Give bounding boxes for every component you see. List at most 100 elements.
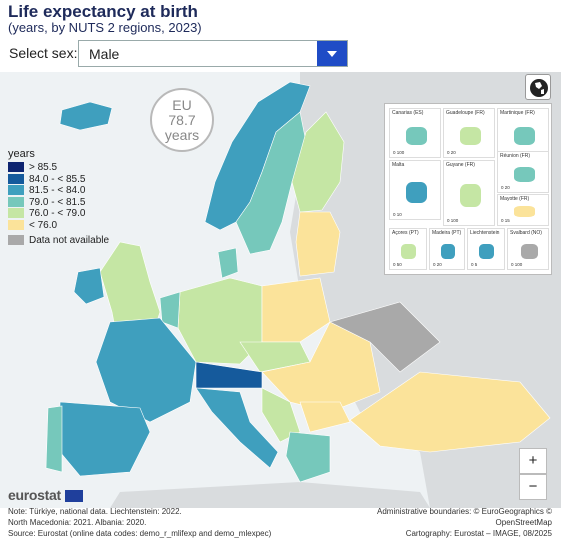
credit-line-2: Cartography: Eurostat – IMAGE, 08/2025 bbox=[405, 529, 552, 538]
map-subtitle: (years, by NUTS 2 regions, 2023) bbox=[8, 20, 202, 35]
inset-label: Madeira (PT) bbox=[432, 230, 462, 236]
inset-shape bbox=[406, 127, 427, 145]
legend-swatch bbox=[8, 173, 24, 184]
inset-label: Malta bbox=[392, 162, 405, 168]
inset-map: Canarias (ES) 0 100 bbox=[389, 108, 441, 158]
footer-notes: Note: Türkiye, national data. Liechtenst… bbox=[8, 506, 271, 539]
region-baltics[interactable] bbox=[295, 211, 341, 277]
region-italy[interactable] bbox=[195, 387, 279, 469]
zoom-in-button[interactable]: + bbox=[519, 448, 547, 474]
inset-shape bbox=[479, 244, 494, 259]
region-hungary-romania[interactable] bbox=[261, 321, 381, 413]
eu-value: 78.7 bbox=[168, 112, 196, 128]
inset-map: Mayotte (FR) 0 15 bbox=[497, 194, 549, 226]
inset-label: Guadeloupe (FR) bbox=[446, 110, 485, 116]
inset-map: Svalbard (NO) 0 100 bbox=[507, 228, 549, 270]
eu-unit: years bbox=[164, 127, 200, 143]
legend-item-na: Data not available bbox=[8, 234, 110, 246]
inset-label: Liechtenstein bbox=[470, 230, 500, 236]
region-denmark[interactable] bbox=[217, 247, 239, 279]
inset-shape bbox=[521, 244, 538, 259]
inset-shape bbox=[460, 127, 481, 145]
inset-label: Svalbard (NO) bbox=[510, 230, 542, 236]
inset-shape bbox=[514, 167, 535, 182]
legend-label: < 76.0 bbox=[29, 219, 58, 231]
inset-scale: 0 15 bbox=[501, 218, 510, 223]
legend-label: 76.0 - < 79.0 bbox=[29, 208, 86, 219]
source-line: Source: Eurostat (online data codes: dem… bbox=[8, 529, 272, 538]
region-france[interactable] bbox=[95, 317, 197, 423]
inset-shape bbox=[460, 184, 481, 207]
inset-shape bbox=[514, 127, 535, 145]
inset-map: Malta 0 10 bbox=[389, 160, 441, 220]
inset-scale: 0 100 bbox=[511, 262, 523, 267]
inset-shape bbox=[441, 244, 455, 259]
globe-icon[interactable] bbox=[525, 74, 551, 100]
legend-item: < 76.0 bbox=[8, 219, 109, 231]
sex-select-value: Male bbox=[89, 46, 120, 62]
note-line-2: North Macedonia: 2021. Albania: 2020. bbox=[8, 518, 147, 527]
region-greece[interactable] bbox=[285, 431, 331, 483]
inset-label: Guyane (FR) bbox=[446, 162, 475, 168]
legend-item: > 85.5 bbox=[8, 162, 109, 173]
inset-scale: 0 20 bbox=[433, 262, 442, 267]
inset-map: Guyane (FR) 0 100 bbox=[443, 160, 495, 226]
inset-map: Açores (PT) 0 50 bbox=[389, 228, 427, 270]
africa-landmass bbox=[110, 482, 430, 508]
region-benelux[interactable] bbox=[159, 291, 181, 329]
legend-swatch bbox=[8, 219, 24, 230]
legend-item: 76.0 - < 79.0 bbox=[8, 208, 109, 219]
region-portugal[interactable] bbox=[45, 405, 63, 473]
region-finland[interactable] bbox=[291, 111, 345, 213]
inset-shape bbox=[401, 244, 416, 259]
legend-label: 79.0 - < 81.5 bbox=[29, 196, 86, 208]
inset-label: Açores (PT) bbox=[392, 230, 419, 236]
legend-label: 84.0 - < 85.5 bbox=[29, 173, 86, 185]
legend-swatch bbox=[8, 185, 24, 195]
inset-map: Madeira (PT) 0 20 bbox=[429, 228, 465, 270]
map-legend: years > 85.5 84.0 - < 85.5 81.5 - < 84.0 79… bbox=[8, 148, 109, 246]
region-poland[interactable] bbox=[261, 277, 331, 343]
footer-credits: Administrative boundaries: © EuroGeograp… bbox=[320, 506, 552, 539]
legend-item: 81.5 - < 84.0 bbox=[8, 185, 109, 196]
inset-scale: 0 10 bbox=[393, 212, 402, 217]
zoom-out-button[interactable]: − bbox=[519, 474, 547, 500]
eu-label: EU bbox=[172, 97, 192, 113]
inset-map: Guadeloupe (FR) 0 20 bbox=[443, 108, 495, 158]
sex-select-dropdown-button[interactable] bbox=[317, 41, 347, 66]
inset-shape bbox=[406, 182, 427, 203]
inset-label: Réunion (FR) bbox=[500, 153, 531, 159]
legend-swatch bbox=[8, 162, 24, 172]
inset-label: Mayotte (FR) bbox=[500, 196, 530, 202]
region-iceland[interactable] bbox=[59, 101, 113, 131]
region-bulgaria[interactable] bbox=[299, 401, 351, 433]
inset-scale: 0 20 bbox=[447, 150, 456, 155]
inset-map: Réunion (FR) 0 20 bbox=[497, 151, 549, 193]
inset-map: Martinique (FR)0 20 bbox=[497, 108, 549, 158]
map-title: Life expectancy at birth bbox=[8, 2, 198, 21]
legend-label: 81.5 - < 84.0 bbox=[29, 185, 86, 196]
eu-flag-icon bbox=[65, 490, 83, 502]
region-turkiye[interactable] bbox=[349, 371, 551, 453]
sex-select[interactable]: Male bbox=[78, 40, 348, 67]
eu-average-badge: EU 78.7 years bbox=[150, 88, 214, 152]
legend-swatch bbox=[8, 196, 24, 207]
legend-label: > 85.5 bbox=[29, 162, 58, 173]
inset-scale: 0 100 bbox=[447, 218, 459, 223]
inset-scale: 0 50 bbox=[393, 262, 402, 267]
eurostat-logo: eurostat bbox=[8, 487, 61, 503]
legend-label-na: Data not available bbox=[29, 234, 110, 246]
sex-select-label: Select sex: bbox=[9, 45, 78, 61]
legend-item: 84.0 - < 85.5 bbox=[8, 173, 109, 185]
inset-shape bbox=[514, 206, 535, 217]
legend-swatch-na bbox=[8, 234, 24, 245]
inset-panel: Canarias (ES) 0 100 Guadeloupe (FR) 0 20 Mar… bbox=[384, 103, 552, 275]
inset-scale: 0 100 bbox=[393, 150, 405, 155]
inset-map: Liechtenstein 0 5 bbox=[467, 228, 505, 270]
region-not-available[interactable] bbox=[329, 301, 441, 373]
region-ireland[interactable] bbox=[73, 267, 105, 305]
credit-line-1: Administrative boundaries: © EuroGeograp… bbox=[377, 507, 552, 527]
inset-scale: 0 20 bbox=[501, 185, 510, 190]
note-line-1: Note: Türkiye, national data. Liechtenst… bbox=[8, 507, 182, 516]
legend-title: years bbox=[8, 148, 35, 160]
